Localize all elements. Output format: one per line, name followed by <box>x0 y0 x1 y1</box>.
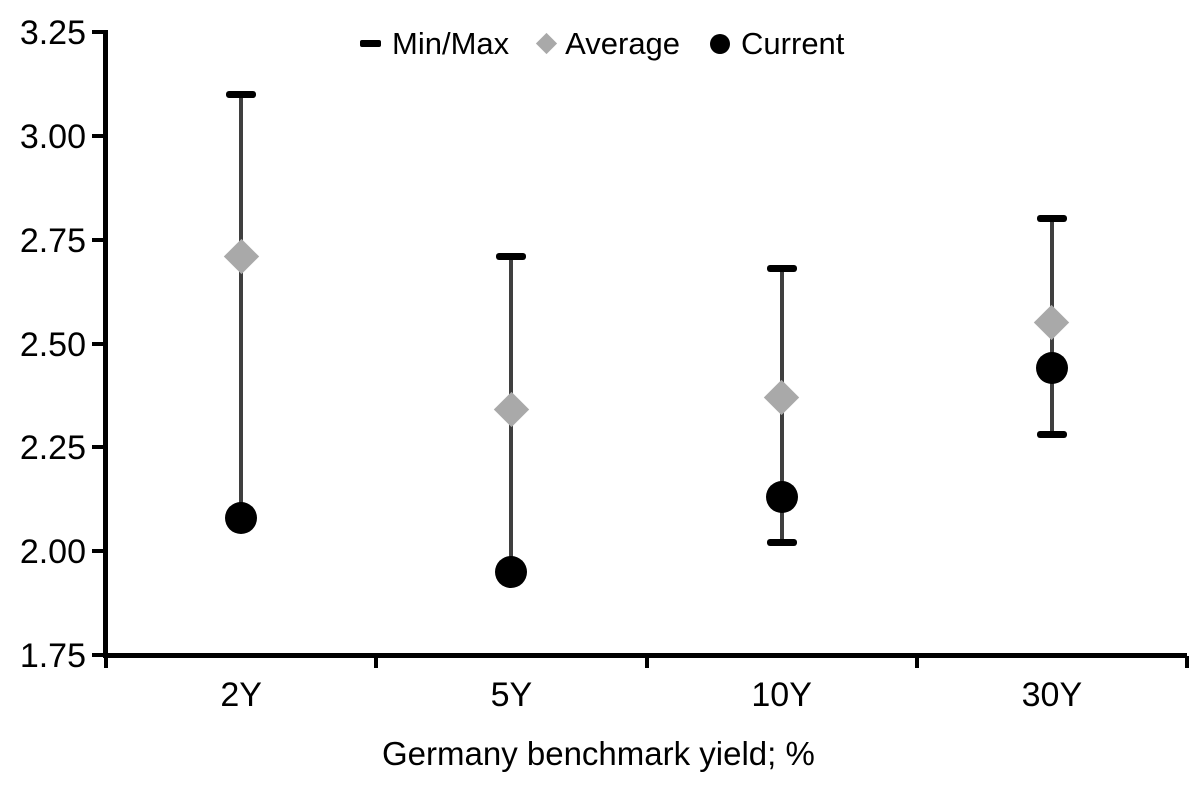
legend-item-average: Average <box>536 26 681 61</box>
y-axis-tick-label: 3.00 <box>19 117 86 156</box>
current-dot-2y <box>225 501 258 534</box>
diamond-icon <box>536 32 558 55</box>
x-axis-tick <box>644 656 649 668</box>
current-dot-10y <box>765 481 798 514</box>
y-axis-tick <box>92 549 104 554</box>
x-axis-title: Germany benchmark yield; % <box>382 735 815 772</box>
average-diamond-10y <box>763 379 800 416</box>
y-axis-tick-label: 2.25 <box>19 429 86 468</box>
max-cap-2y <box>226 90 257 98</box>
x-axis-tick <box>374 656 379 668</box>
current-dot-5y <box>495 555 528 588</box>
y-axis-tick-label: 3.25 <box>19 14 86 52</box>
dash-icon <box>360 40 381 47</box>
y-axis-tick-label: 2.00 <box>19 533 86 572</box>
x-axis-category-label: 5Y <box>490 676 533 714</box>
minmax-whisker-2y <box>239 94 244 518</box>
current-dot-30y <box>1035 352 1068 385</box>
min-cap-30y <box>1036 431 1067 439</box>
max-cap-10y <box>766 265 797 273</box>
y-axis-tick <box>92 30 104 34</box>
legend-label: Current <box>741 26 845 61</box>
y-axis-tick <box>92 133 104 138</box>
average-diamond-30y <box>1034 305 1070 341</box>
min-cap-10y <box>766 539 797 547</box>
legend-item-min-max: Min/Max <box>360 28 509 59</box>
x-axis-tick <box>1185 656 1189 668</box>
legend-label: Average <box>565 26 681 61</box>
x-axis-tick <box>914 656 919 668</box>
average-diamond-2y <box>223 238 259 274</box>
max-cap-30y <box>1036 215 1067 223</box>
y-axis-tick-label: 2.50 <box>19 325 86 364</box>
average-diamond-5y <box>493 392 530 428</box>
x-axis-tick <box>104 656 108 668</box>
y-axis-tick <box>92 653 104 657</box>
circle-icon <box>710 33 731 54</box>
x-axis-category-label: 30Y <box>1021 676 1083 714</box>
y-axis-tick <box>92 237 104 242</box>
x-axis-category-label: 2Y <box>220 676 262 714</box>
chart-legend: Min/Max Average Current <box>360 28 844 59</box>
y-axis-tick-label: 1.75 <box>19 637 86 675</box>
y-axis-tick <box>92 341 104 346</box>
legend-item-current: Current <box>710 28 844 59</box>
legend-label: Min/Max <box>392 26 510 61</box>
y-axis-tick-label: 2.75 <box>19 221 86 260</box>
x-axis-line <box>103 653 1187 658</box>
y-axis-tick <box>92 445 104 450</box>
y-axis-line <box>103 30 108 658</box>
x-axis-category-label: 10Y <box>751 676 812 714</box>
max-cap-5y <box>496 252 527 260</box>
